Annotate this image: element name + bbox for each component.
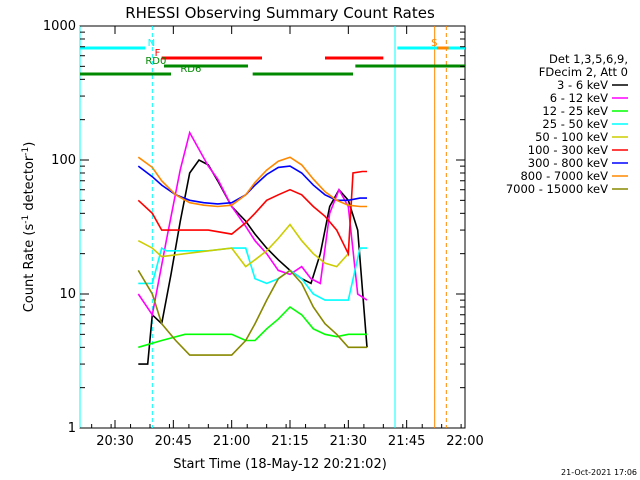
x-tick-label-3: 21:15 — [271, 434, 308, 449]
y-axis-label-sup2: -1 — [21, 147, 31, 156]
x-tick-label-6: 22:00 — [446, 434, 483, 449]
chart-title: RHESSI Observing Summary Count Rates — [125, 4, 435, 22]
legend-label-8: 7000 - 15000 keV — [506, 182, 608, 196]
legend-label-7: 800 - 7000 keV — [520, 169, 608, 183]
flag-label-rd0: RD0 — [145, 56, 166, 67]
axis-ticks: 20:30 20:45 21:00 21:15 21:30 21:45 22:00 1 10 10… — [43, 19, 484, 449]
series-lines — [137, 130, 368, 365]
legend-label-0: 3 - 6 keV — [557, 78, 608, 92]
x-tick-label-0: 20:30 — [96, 434, 133, 449]
series-line-5 — [137, 170, 367, 257]
flag-label-f: F — [155, 48, 161, 59]
y-tick-label-1: 10 — [59, 287, 76, 302]
flag-label-rd6: RD6 — [180, 64, 201, 75]
plot-frame — [79, 25, 466, 429]
y-tick-label-2: 100 — [51, 153, 76, 168]
flag-label-n: N — [148, 38, 155, 49]
y-tick-label-0: 1 — [68, 421, 76, 436]
legend: Det 1,3,5,6,9,FDecim 2, Att 03 - 6 keV6 … — [506, 52, 628, 196]
series-line-0 — [138, 158, 368, 365]
legend-label-5: 100 - 300 keV — [528, 143, 608, 157]
flag-label-s: S — [431, 38, 437, 49]
y-axis-label-sup1: -1 — [21, 215, 31, 224]
y-axis-label: Count Rate (s-1 detector-1) — [21, 142, 37, 313]
y-axis-label-mid: detector — [22, 155, 37, 215]
legend-label-1: 6 - 12 keV — [550, 91, 608, 105]
series-line-3 — [138, 246, 367, 301]
x-tick-label-4: 21:30 — [330, 434, 367, 449]
y-axis-label-end: ) — [22, 142, 37, 147]
legend-header-0: Det 1,3,5,6,9, — [549, 52, 628, 66]
series-line-1 — [137, 130, 368, 317]
x-axis-label: Start Time (18-May-12 20:21:02) — [173, 457, 387, 472]
legend-label-2: 12 - 25 keV — [542, 104, 608, 118]
vertical-markers — [79, 26, 447, 428]
legend-label-4: 50 - 100 keV — [535, 130, 608, 144]
y-axis-label-start: Count Rate (s — [22, 224, 37, 313]
legend-label-6: 300 - 800 keV — [528, 156, 608, 170]
series-line-2 — [138, 305, 367, 349]
series-line-8 — [137, 269, 367, 356]
date-stamp: 21-Oct-2021 17:06 — [561, 468, 637, 477]
x-tick-label-1: 20:45 — [155, 434, 192, 449]
x-tick-label-2: 21:00 — [213, 434, 250, 449]
y-tick-label-3: 1000 — [43, 19, 76, 34]
legend-header-1: FDecim 2, Att 0 — [539, 65, 628, 79]
x-tick-label-5: 21:45 — [388, 434, 425, 449]
series-line-4 — [137, 223, 349, 268]
legend-label-3: 25 - 50 keV — [542, 117, 608, 131]
series-line-7 — [137, 156, 367, 208]
